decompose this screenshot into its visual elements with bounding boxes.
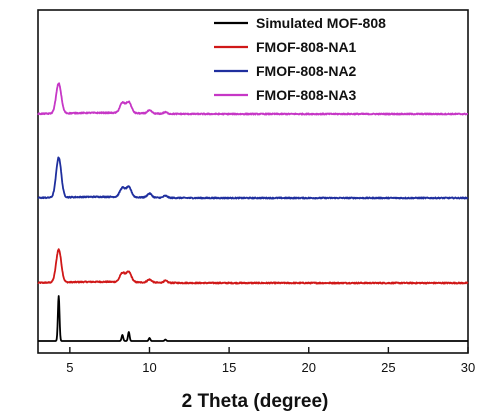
legend-label-2: FMOF-808-NA1 [256, 39, 357, 55]
x-tick-label-20: 20 [302, 360, 316, 375]
series-line-4 [37, 82, 469, 116]
x-axis-title: 2 Theta (degree) [182, 391, 329, 412]
series-group [37, 82, 469, 342]
x-tick-label-25: 25 [381, 360, 395, 375]
legend-label-4: FMOF-808-NA3 [256, 87, 357, 103]
x-tick-label-15: 15 [222, 360, 236, 375]
legend-label-1: Simulated MOF-808 [256, 15, 386, 31]
x-tick-label-10: 10 [142, 360, 156, 375]
series-line-2 [37, 248, 469, 285]
legend: Simulated MOF-808 FMOF-808-NA1 FMOF-808-NA… [214, 15, 386, 103]
x-tick-label-30: 30 [461, 360, 475, 375]
x-tick-label-5: 5 [66, 360, 73, 375]
x-tick-group: 5 10 15 20 25 30 [66, 347, 475, 375]
series-line-3 [37, 156, 469, 200]
legend-label-3: FMOF-808-NA2 [256, 63, 357, 79]
plot-frame [37, 9, 469, 354]
series-line-1 [37, 295, 469, 342]
